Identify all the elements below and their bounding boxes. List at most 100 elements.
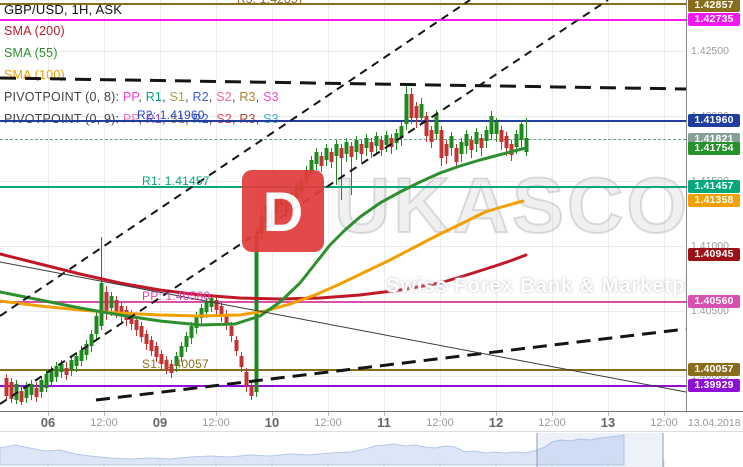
- time-axis-tick: [48, 412, 49, 416]
- pivot-row-prefix: PIVOTPOINT (0, 9):: [4, 112, 123, 126]
- candle-body: [174, 356, 179, 366]
- candle-body: [179, 346, 184, 357]
- candle-body: [469, 140, 474, 150]
- candle-body: [249, 386, 254, 396]
- time-axis-tick: [552, 412, 553, 416]
- candle-body: [69, 360, 74, 370]
- candle-body: [59, 364, 64, 372]
- candle-body: [409, 94, 414, 118]
- chart-navigator[interactable]: [0, 431, 743, 467]
- horizontal-gridline: [0, 376, 686, 377]
- pivot-level-label: R3: [239, 112, 256, 126]
- horizontal-gridline: [0, 51, 686, 52]
- candle-body: [164, 360, 169, 369]
- time-axis-tick: [328, 412, 329, 416]
- candle-body: [114, 300, 119, 312]
- price-level-line: [0, 301, 686, 303]
- price-badge: 1.40560: [688, 295, 740, 308]
- price-badge: 1.41358: [688, 194, 740, 207]
- pivot-level-label: PP: [122, 90, 139, 104]
- vertical-gridline: [496, 0, 497, 411]
- price-badge: 1.42857: [688, 0, 740, 12]
- vertical-gridline: [160, 0, 161, 411]
- candle-body: [139, 326, 144, 337]
- chart-canvas[interactable]: [0, 0, 743, 431]
- candle-body: [109, 296, 114, 308]
- pivot-line-label: R3: 1.42857: [237, 0, 305, 6]
- candle-body: [144, 334, 149, 344]
- horizontal-gridline: [0, 181, 686, 182]
- time-axis-tick: [104, 412, 105, 416]
- time-axis[interactable]: 13.04.2018 06 12:00 09 12:00 10 12:00 11 12:00 1…: [0, 411, 743, 432]
- time-axis-tick: [440, 412, 441, 416]
- candle-body: [229, 326, 234, 336]
- candle-body: [334, 144, 339, 156]
- price-badge: 1.40945: [688, 248, 740, 261]
- candle-body: [19, 391, 24, 402]
- logo-letter: D: [262, 179, 304, 243]
- candle-body: [79, 350, 84, 361]
- time-axis-label: 11: [377, 415, 391, 430]
- candle-body: [414, 106, 419, 118]
- pivot-line-label: R2: 1.41960: [137, 108, 205, 122]
- price-level-line: [0, 186, 686, 188]
- candle-body: [239, 356, 244, 367]
- legend-sma-label: SMA (55): [4, 46, 58, 60]
- horizontal-gridline: [0, 311, 686, 312]
- time-axis-tick: [608, 412, 609, 416]
- candle-body: [54, 366, 59, 377]
- vertical-gridline: [104, 0, 105, 411]
- candle-body: [89, 334, 94, 346]
- time-axis-label: 12:00: [202, 417, 230, 429]
- pivot-level-label: S1: [169, 112, 186, 126]
- candle-body: [329, 152, 334, 162]
- time-axis-tick: [160, 412, 161, 416]
- legend-sma-label: SMA (200): [4, 24, 65, 38]
- candle-body: [479, 138, 484, 148]
- candle-body: [464, 134, 469, 146]
- pivot-level-label: S1: [169, 90, 186, 104]
- candle-body: [399, 126, 404, 138]
- candle-body: [514, 134, 519, 147]
- candle-body: [364, 138, 369, 148]
- legend-pivot-row: PIVOTPOINT (0, 9): PP, R1, S1, R2, S2, R…: [4, 112, 279, 126]
- candle-body: [524, 138, 529, 152]
- candle-body: [99, 283, 104, 326]
- candle-body: [224, 314, 229, 325]
- price-level-line: [0, 139, 686, 140]
- axis-date-label: 13.04.2018: [688, 417, 741, 429]
- candle-body: [94, 316, 99, 334]
- candle-body: [354, 140, 359, 152]
- candle-body: [34, 388, 39, 397]
- pivot-level-label: PP: [122, 112, 139, 126]
- candle-body: [49, 370, 54, 382]
- legend-sma-label: SMA (100): [4, 68, 65, 82]
- pivot-level-label: S3: [263, 90, 279, 104]
- candle-body: [119, 306, 124, 316]
- price-badge: 1.41754: [688, 142, 740, 155]
- candle-body: [24, 386, 29, 398]
- navigator-area: [0, 434, 625, 466]
- price-axis[interactable]: 1.425001.420001.415001.410001.405001.400…: [686, 0, 743, 411]
- navigator-selection[interactable]: [537, 433, 663, 467]
- candle-body: [234, 340, 239, 351]
- trend-line: [0, 0, 471, 317]
- candle-body: [84, 344, 89, 355]
- vertical-gridline: [664, 0, 665, 411]
- candle-body: [219, 306, 224, 316]
- candle-body: [439, 130, 444, 158]
- candle-body: [384, 135, 389, 145]
- candle-body: [509, 144, 514, 155]
- candle-body: [499, 130, 504, 142]
- candle-body: [64, 368, 69, 375]
- sma-line-sma-100: [0, 199, 525, 318]
- candle-body: [9, 382, 14, 399]
- pivot-level-label: S2: [216, 112, 232, 126]
- time-axis-tick: [216, 412, 217, 416]
- candle-body: [434, 114, 439, 134]
- candle-body: [459, 142, 464, 154]
- candle-body: [519, 124, 524, 140]
- candle-body: [194, 316, 199, 328]
- pivot-level-label: R1: [145, 112, 163, 126]
